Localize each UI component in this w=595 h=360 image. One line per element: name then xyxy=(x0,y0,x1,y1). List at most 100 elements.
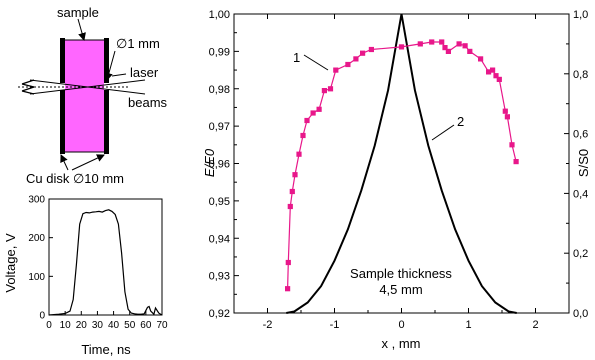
pulse-y-tick-label: 200 xyxy=(28,233,45,244)
cu-disk-left xyxy=(60,38,65,154)
series-1-point xyxy=(439,39,445,45)
main-y2-tick-label: 0,8 xyxy=(573,69,588,81)
annotation-line-1: Sample thickness xyxy=(350,266,452,281)
annotation-line-2: 4,5 mm xyxy=(379,282,422,297)
main-y2-tick-label: 0,4 xyxy=(573,188,588,200)
pulse-x-tick-label: 0 xyxy=(46,320,52,331)
series-1-point xyxy=(310,110,316,116)
main-y-tick-label: 0,94 xyxy=(209,233,230,245)
series-1-point xyxy=(496,76,502,82)
series-1-point xyxy=(296,151,302,157)
series-1-point xyxy=(478,56,484,62)
pulse-x-tick-label: 40 xyxy=(108,320,120,331)
series-1-point xyxy=(513,159,519,165)
disk-label-arrow-left xyxy=(60,154,69,171)
series-1-point xyxy=(486,69,492,75)
series-1-line xyxy=(287,41,517,289)
series-1-point xyxy=(333,67,339,73)
sample-label: sample xyxy=(57,5,99,20)
series-1-markers xyxy=(285,39,519,292)
main-x-label: x , mm xyxy=(382,336,421,351)
disk-label-arrow-right xyxy=(71,154,105,171)
schematic: sample ∅1 mm laser beams Cu disk ∅10 mm xyxy=(18,5,168,186)
series-1-point xyxy=(429,39,435,45)
main-y-tick-label: 0,96 xyxy=(209,159,230,171)
series-1-point xyxy=(502,108,508,114)
pulse-y-tick-label: 0 xyxy=(39,311,45,322)
main-y2-tick-label: 0,2 xyxy=(573,248,588,260)
laser-beam-2 xyxy=(29,79,146,95)
main-x-tick-label: 1 xyxy=(465,319,471,331)
pulse-chart: 0 10 20 30 40 50 60 70 0 100 200 300 Time, ns Volta… xyxy=(3,195,168,358)
laser-label: laser xyxy=(130,65,159,80)
beam-arrow-icon xyxy=(21,79,35,88)
pulse-x-tick-label: 20 xyxy=(76,320,88,331)
main-y-label: E/E0 xyxy=(202,148,217,177)
series-1-point xyxy=(368,46,374,53)
series-1-point xyxy=(292,172,298,178)
beams-label: beams xyxy=(128,95,168,110)
laser-label-line xyxy=(111,73,127,77)
pulse-y-label: Voltage, V xyxy=(3,233,18,293)
pulse-x-tick-label: 30 xyxy=(92,320,104,331)
sample-label-arrow xyxy=(77,18,86,41)
series-1-point xyxy=(504,114,510,120)
cu-disk-right xyxy=(104,38,109,154)
series-1-point xyxy=(353,56,359,62)
series-1-point xyxy=(289,188,295,195)
main-y-tick-label: 0,99 xyxy=(209,46,230,58)
series-1-point xyxy=(345,61,351,68)
series-1-label: 1 xyxy=(293,50,300,65)
series-1-point xyxy=(287,203,293,210)
series-1-point xyxy=(360,50,366,56)
series-1-point xyxy=(467,48,473,54)
pulse-y-tick-label: 300 xyxy=(28,195,45,206)
series-1-point xyxy=(285,286,291,292)
aperture-label: ∅1 mm xyxy=(116,36,160,51)
pulse-x-tick-label: 60 xyxy=(140,320,152,331)
series-1-point xyxy=(456,41,462,47)
main-y2-tick-label: 0,0 xyxy=(573,308,588,320)
main-y2-tick-label: 0,6 xyxy=(573,129,588,141)
main-x-tick-label: -1 xyxy=(330,319,340,331)
main-y2-tick-label: 1,0 xyxy=(573,9,588,21)
pulse-x-tick-label: 70 xyxy=(156,320,168,331)
series-1-point xyxy=(445,48,451,54)
series-1-point xyxy=(493,73,499,79)
series-1-point xyxy=(462,43,468,49)
pulse-y-tick-label: 100 xyxy=(28,272,45,283)
main-y-tick-label: 1,00 xyxy=(209,9,230,21)
main-x-tick-label: 2 xyxy=(532,319,538,331)
series-1-label-pointer xyxy=(303,54,329,71)
beam-arrow-icon xyxy=(21,86,35,95)
series-2-label: 2 xyxy=(457,114,464,129)
main-y-tick-label: 0,92 xyxy=(209,308,230,320)
pulse-x-tick-label: 10 xyxy=(60,320,72,331)
main-y2-label: S/S0 xyxy=(576,149,591,177)
main-y-tick-label: 0,98 xyxy=(209,84,230,96)
main-axes: -2 -1 0 1 2 0,92 0,93 0,94 0,95 0,96 0,97 0,98 0,99 1… xyxy=(209,9,589,331)
series-2-label-pointer xyxy=(431,124,455,141)
series-1-point xyxy=(285,259,291,266)
main-chart: -2 -1 0 1 2 0,92 0,93 0,94 0,95 0,96 0,97 0,98 0,99 1… xyxy=(202,9,591,351)
series-1-point xyxy=(417,41,423,47)
series-1-point xyxy=(490,67,496,73)
main-y-tick-label: 0,95 xyxy=(209,196,230,208)
series-1-point xyxy=(304,117,310,124)
series-1-point xyxy=(316,106,322,112)
series-1-point xyxy=(300,132,306,139)
main-x-tick-label: 0 xyxy=(398,319,404,331)
pulse-axes: 0 10 20 30 40 50 60 70 0 100 200 300 xyxy=(28,195,168,332)
pulse-series-line xyxy=(48,209,163,316)
series-2-line xyxy=(286,13,517,314)
aperture-label-arrow xyxy=(105,50,116,81)
main-y-tick-label: 0,97 xyxy=(209,121,230,133)
series-1-point xyxy=(321,88,327,94)
disk-label: Cu disk ∅10 mm xyxy=(26,171,124,186)
pulse-x-tick-label: 50 xyxy=(124,320,136,331)
sample-block xyxy=(63,39,106,153)
series-1-point xyxy=(509,142,515,148)
main-y-tick-label: 0,93 xyxy=(209,271,230,283)
series-1-point xyxy=(442,45,448,51)
